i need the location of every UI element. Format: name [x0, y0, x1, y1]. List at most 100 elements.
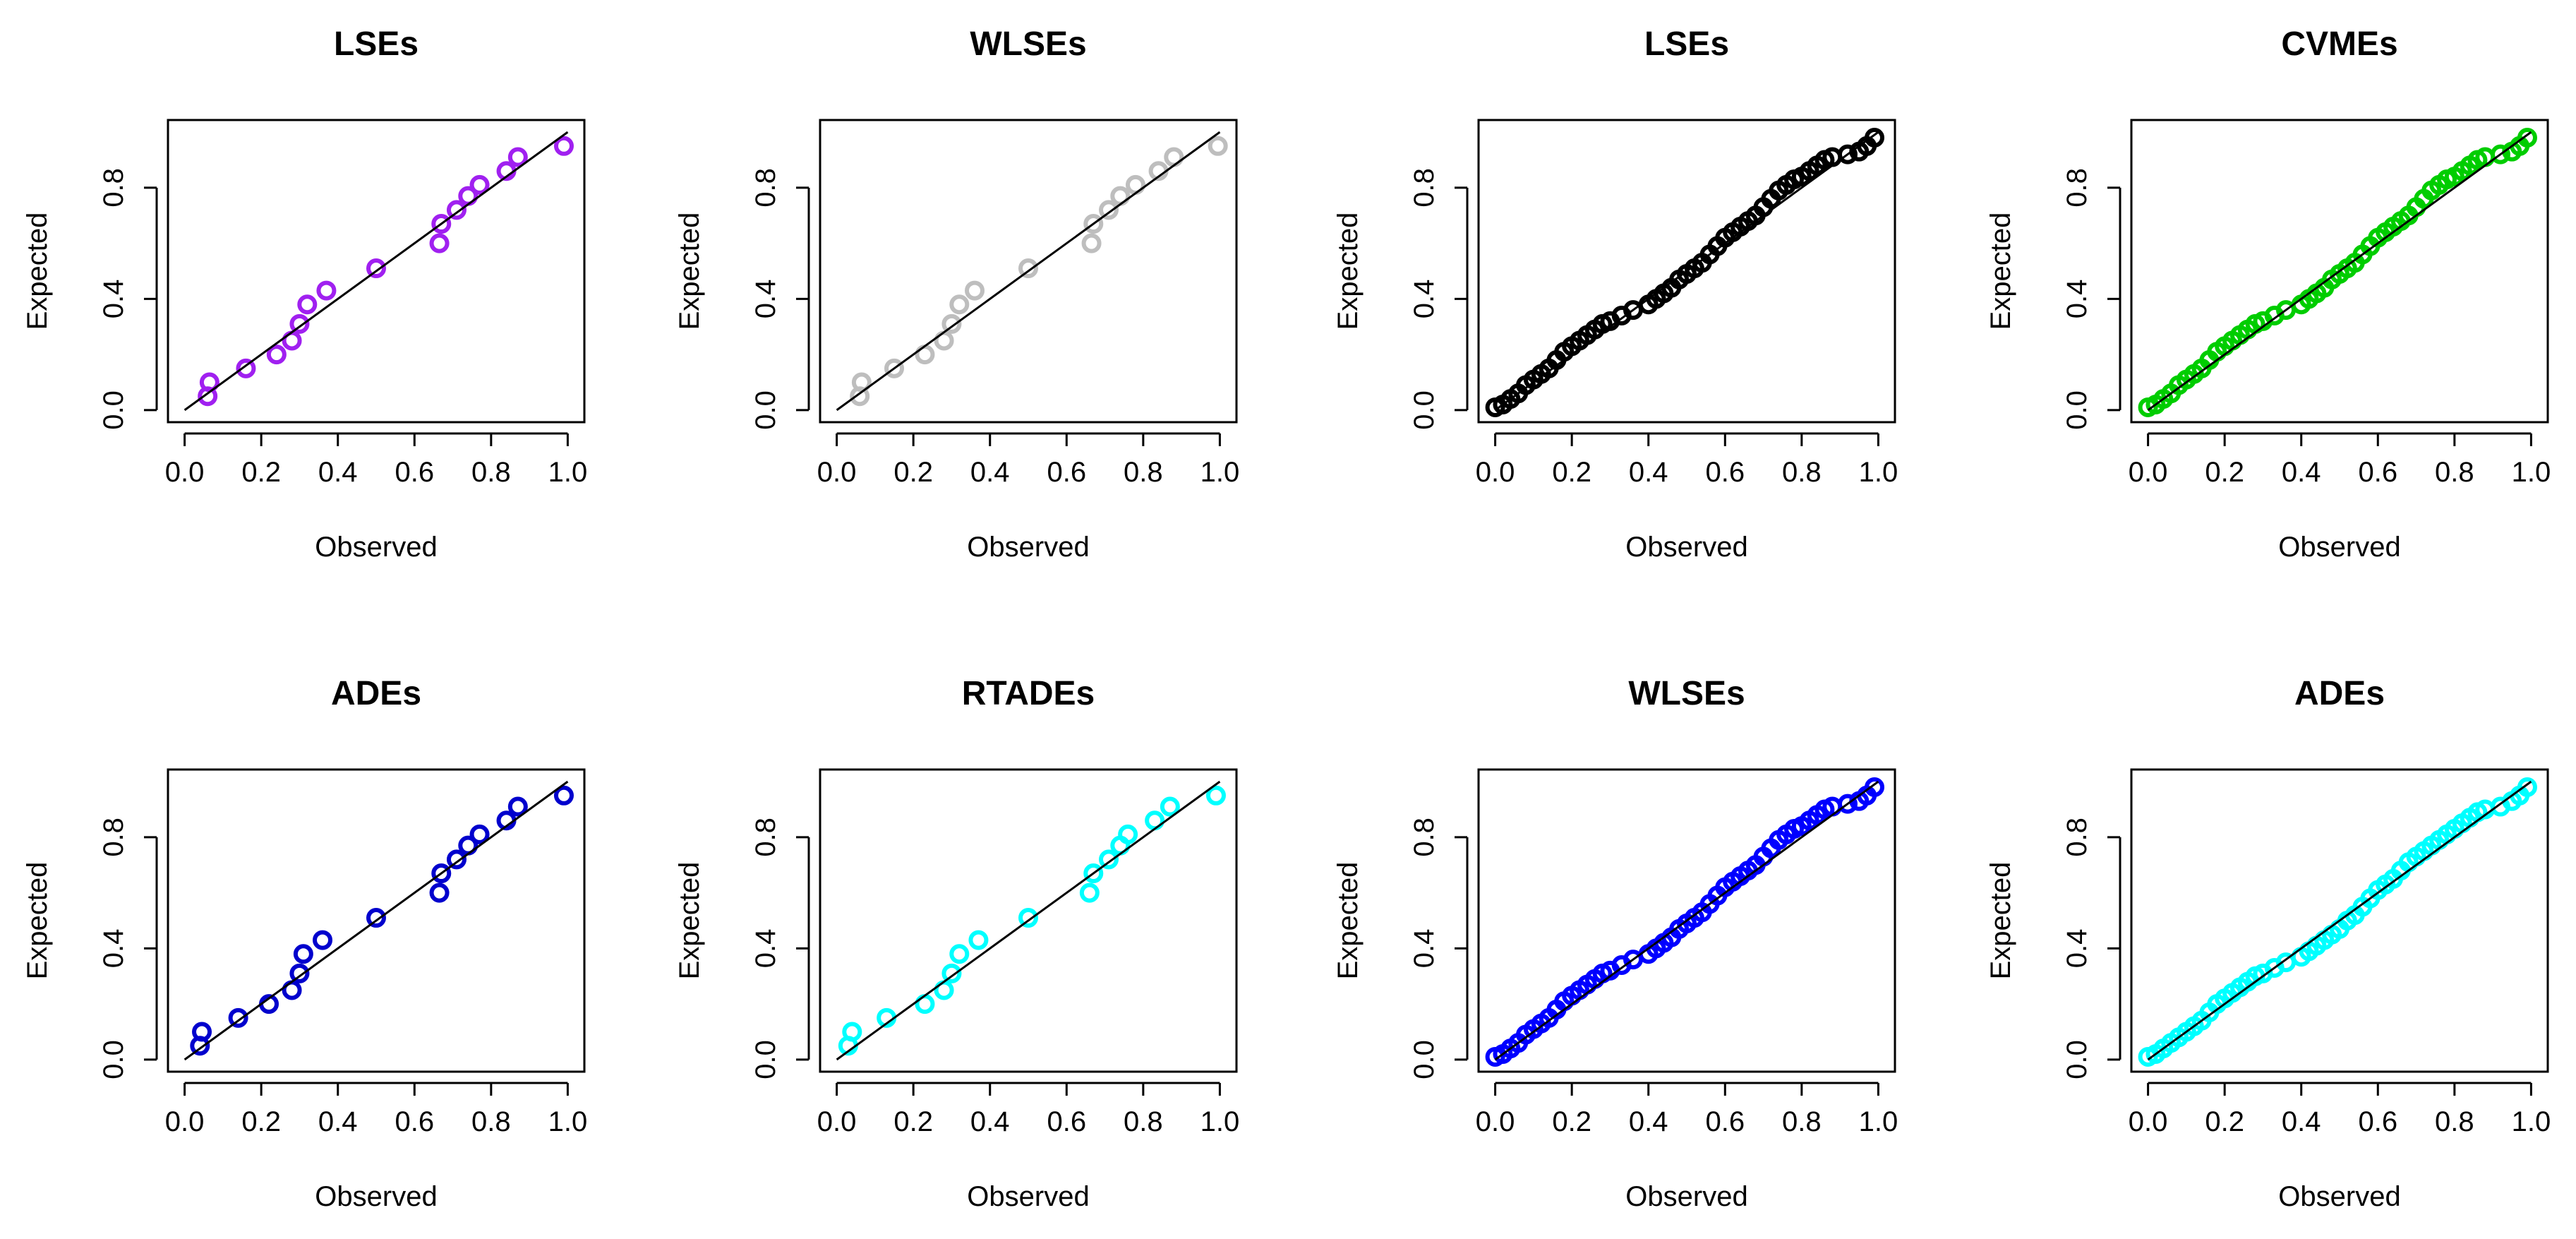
x-axis-label: Observed	[315, 1181, 437, 1212]
y-axis-label: Expected	[22, 213, 53, 330]
x-tick-label: 1.0	[548, 1106, 588, 1137]
data-point	[366, 908, 386, 928]
x-tick-label: 0.4	[1629, 1106, 1668, 1137]
x-tick-label: 0.4	[2282, 1106, 2321, 1137]
x-tick-label: 0.4	[2282, 457, 2321, 488]
data-point	[429, 233, 450, 253]
data-point	[965, 280, 985, 301]
x-tick-label: 0.2	[1552, 1106, 1591, 1137]
y-axis-label: Expected	[1985, 862, 2016, 980]
x-tick-label: 0.6	[1047, 457, 1086, 488]
data-point	[842, 1022, 862, 1042]
x-tick-label: 0.2	[2205, 457, 2244, 488]
data-point	[192, 1022, 212, 1042]
data-point	[469, 174, 490, 195]
data-point	[553, 785, 574, 806]
data-point	[2490, 144, 2510, 164]
data-point	[429, 882, 450, 903]
data-point	[941, 313, 962, 334]
x-tick-label: 0.6	[1705, 457, 1745, 488]
data-point	[1081, 233, 1102, 253]
data-point	[431, 863, 452, 884]
data-point	[1083, 214, 1104, 234]
plot-frame	[2130, 119, 2549, 424]
x-tick-label: 0.8	[471, 1106, 511, 1137]
data-point	[1864, 777, 1884, 797]
panel-4: CVMEs 0.0 0.2 0.4 0.6 0.8 1.0 0.0 0.4 0.8 Observed…	[1985, 25, 2551, 563]
x-tick-label: 0.0	[817, 457, 857, 488]
x-tick-label: 0.2	[241, 1106, 281, 1137]
plot-frame	[167, 768, 586, 1073]
data-point	[1118, 824, 1138, 844]
x-tick-label: 0.8	[1782, 1106, 1822, 1137]
x-axis-label: Observed	[1625, 1181, 1747, 1212]
reference-line	[183, 131, 569, 412]
panel-title: CVMEs	[2281, 25, 2397, 63]
data-point	[236, 358, 256, 378]
data-point	[297, 294, 318, 315]
panel-title: WLSEs	[1628, 675, 1745, 712]
panel-title: RTADEs	[962, 675, 1095, 712]
reference-line	[836, 131, 1221, 412]
plot-frame	[1477, 768, 1896, 1073]
y-axis-label: Expected	[674, 862, 705, 980]
panel-title: ADEs	[331, 675, 421, 712]
reference-line	[2147, 131, 2532, 412]
data-point	[446, 200, 467, 220]
panel-6: RTADEs 0.0 0.2 0.4 0.6 0.8 1.0 0.0 0.4 0.8 Observe…	[674, 675, 1239, 1212]
reference-line	[836, 780, 1221, 1061]
y-axis-label: Expected	[22, 862, 53, 980]
x-axis-label: Observed	[967, 1181, 1089, 1212]
data-point	[884, 358, 905, 378]
x-tick-label: 1.0	[1859, 1106, 1898, 1137]
data-point	[316, 280, 337, 301]
x-tick-label: 0.4	[970, 457, 1010, 488]
data-point	[851, 372, 872, 393]
x-tick-label: 0.4	[318, 1106, 358, 1137]
data-point	[1098, 200, 1119, 220]
x-tick-label: 0.0	[2129, 1106, 2168, 1137]
x-tick-label: 0.6	[1705, 1106, 1745, 1137]
data-point	[949, 294, 970, 315]
y-tick-label: 0.0	[750, 390, 781, 430]
panel-2: WLSEs 0.0 0.2 0.4 0.6 0.8 1.0 0.0 0.4 0.8 Observed…	[674, 25, 1239, 563]
data-point	[228, 1007, 248, 1028]
y-tick-label: 0.0	[2062, 390, 2093, 430]
data-point	[1018, 908, 1038, 928]
reference-line	[2147, 780, 2532, 1061]
data-point	[1205, 785, 1226, 806]
x-tick-label: 0.8	[2435, 1106, 2474, 1137]
y-tick-label: 0.4	[750, 929, 781, 969]
panel-1: LSEs 0.0 0.2 0.4 0.6 0.8 1.0 0.0 0.4 0.8 Observed E…	[22, 25, 587, 563]
y-tick-label: 0.4	[1409, 929, 1440, 969]
data-point	[266, 345, 287, 365]
y-axis-label: Expected	[1332, 213, 1364, 330]
x-tick-label: 0.2	[241, 457, 281, 488]
x-tick-label: 0.8	[471, 457, 511, 488]
data-point	[313, 930, 333, 950]
y-tick-label: 0.0	[98, 1040, 129, 1079]
data-point	[199, 372, 219, 393]
panel-title: WLSEs	[970, 25, 1086, 63]
x-tick-label: 1.0	[2512, 457, 2551, 488]
x-tick-label: 0.6	[2358, 1106, 2397, 1137]
y-tick-label: 0.4	[750, 280, 781, 319]
y-tick-label: 0.4	[2062, 929, 2093, 969]
x-tick-label: 1.0	[2512, 1106, 2551, 1137]
data-point	[1083, 863, 1104, 884]
x-tick-label: 1.0	[1200, 457, 1240, 488]
x-tick-label: 0.0	[817, 1106, 857, 1137]
y-tick-label: 0.8	[1409, 818, 1440, 857]
data-point	[1079, 882, 1100, 903]
y-tick-label: 0.0	[1409, 1040, 1440, 1079]
data-point	[968, 930, 989, 950]
x-tick-label: 0.0	[165, 1106, 205, 1137]
plot-frame	[167, 119, 586, 424]
plot-frame	[819, 119, 1238, 424]
y-tick-label: 0.8	[98, 168, 129, 208]
x-axis-label: Observed	[315, 532, 437, 563]
x-tick-label: 0.4	[1629, 457, 1668, 488]
plot-frame	[2130, 768, 2549, 1073]
reference-line	[1494, 131, 1879, 412]
y-tick-label: 0.4	[98, 280, 129, 319]
